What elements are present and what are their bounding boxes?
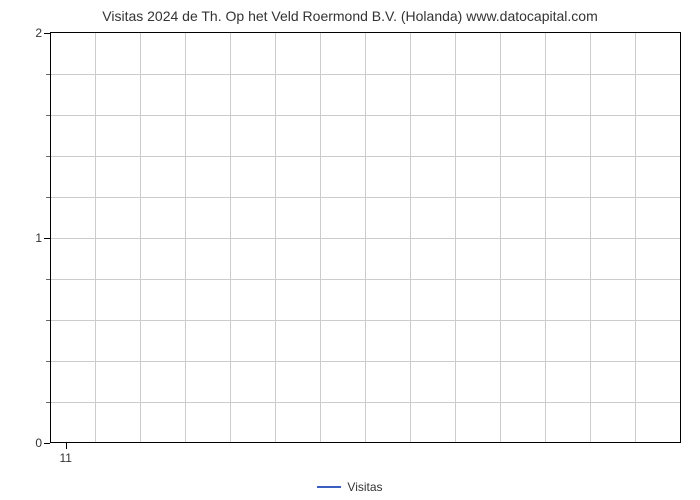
gridline-horizontal [50, 320, 680, 321]
legend-line-icon [317, 486, 341, 488]
gridline-horizontal [50, 279, 680, 280]
y-tick-minor [46, 156, 50, 157]
gridline-horizontal [50, 238, 680, 239]
y-tick-label: 1 [20, 231, 42, 245]
y-tick-minor [46, 361, 50, 362]
plot-area: 0 1 2 11 [50, 32, 681, 443]
gridline-horizontal [50, 74, 680, 75]
y-tick-minor [46, 402, 50, 403]
y-tick-label: 0 [20, 436, 42, 450]
y-tick-label: 2 [20, 26, 42, 40]
gridline-horizontal [50, 156, 680, 157]
y-axis [50, 33, 51, 443]
x-tick [66, 443, 67, 449]
legend-label: Visitas [347, 480, 382, 494]
x-axis [50, 442, 680, 443]
y-tick-minor [46, 279, 50, 280]
x-tick-label: 11 [60, 451, 72, 465]
y-tick-minor [46, 74, 50, 75]
chart-title: Visitas 2024 de Th. Op het Veld Roermond… [0, 8, 700, 24]
y-tick-minor [46, 115, 50, 116]
y-tick [44, 238, 50, 239]
y-tick [44, 33, 50, 34]
legend: Visitas [0, 479, 700, 494]
y-tick-minor [46, 320, 50, 321]
y-tick-minor [46, 197, 50, 198]
gridline-horizontal [50, 361, 680, 362]
gridline-horizontal [50, 402, 680, 403]
gridline-horizontal [50, 197, 680, 198]
y-tick [44, 443, 50, 444]
chart-container: Visitas 2024 de Th. Op het Veld Roermond… [0, 0, 700, 500]
gridline-horizontal [50, 115, 680, 116]
